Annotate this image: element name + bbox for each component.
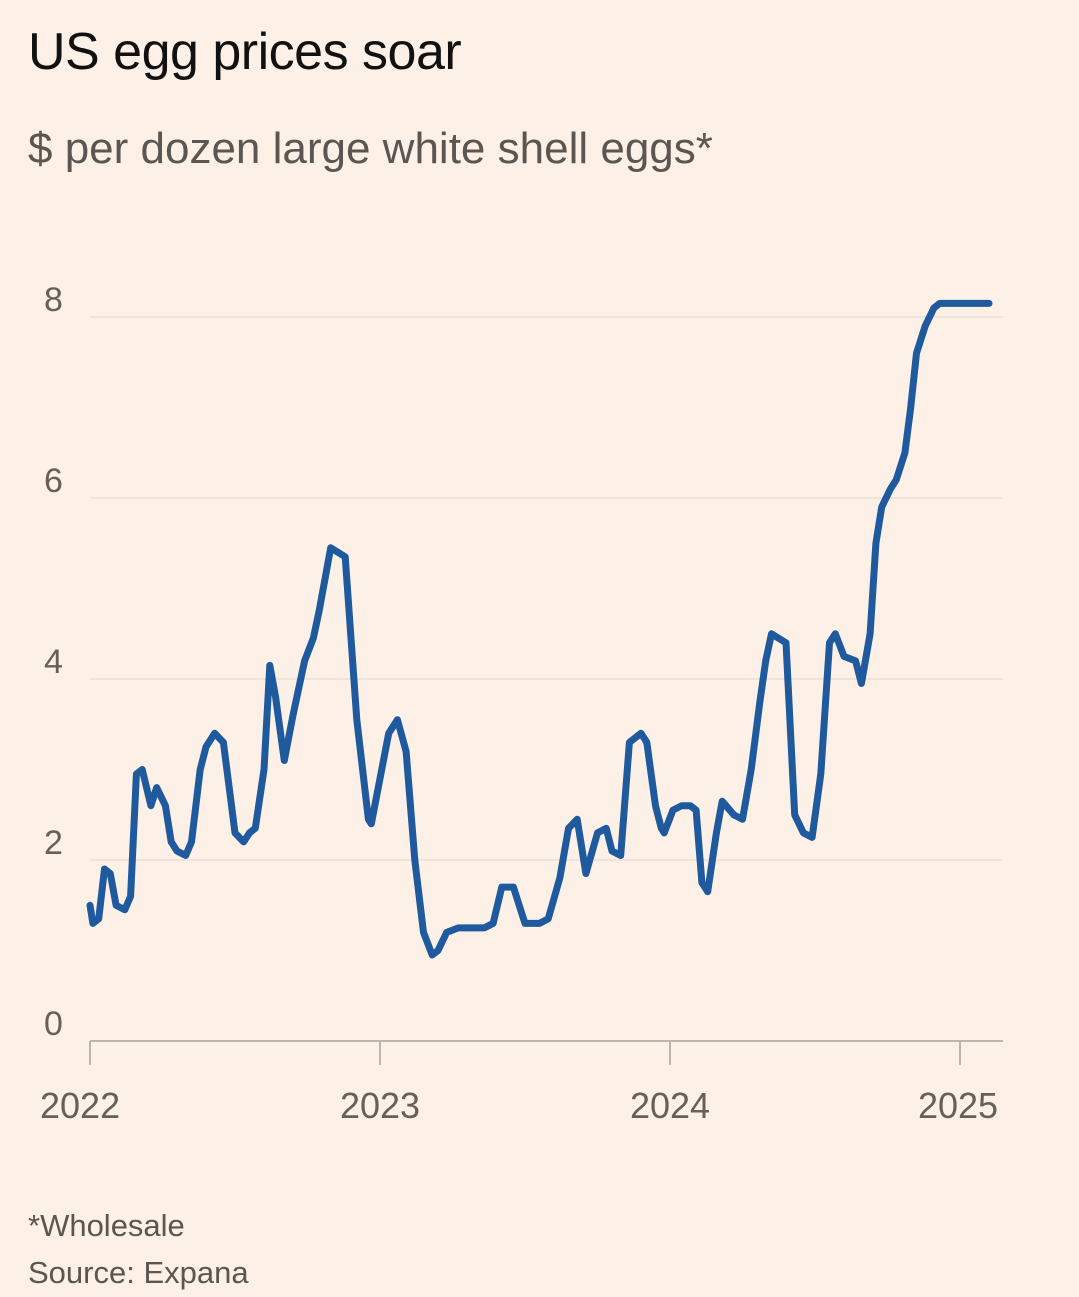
series-line-0 xyxy=(86,299,993,959)
x-tick-label-2024: 2024 xyxy=(630,1085,710,1126)
y-tick-label-8: 8 xyxy=(44,281,63,319)
y-tick-label-2: 2 xyxy=(44,824,63,862)
y-tick-label-6: 6 xyxy=(44,462,63,500)
chart-title: US egg prices soar xyxy=(28,23,462,81)
chart-subtitle: $ per dozen large white shell eggs* xyxy=(28,124,713,173)
chart-footnote: *Wholesale xyxy=(28,1208,185,1243)
x-tick-label-2025: 2025 xyxy=(918,1085,998,1126)
y-tick-label-0: 0 xyxy=(44,1005,63,1043)
x-tick-label-2023: 2023 xyxy=(340,1085,420,1126)
chart-source: Source: Expana xyxy=(28,1255,249,1290)
x-tick-label-2022: 2022 xyxy=(40,1085,120,1126)
y-tick-label-4: 4 xyxy=(44,643,63,681)
